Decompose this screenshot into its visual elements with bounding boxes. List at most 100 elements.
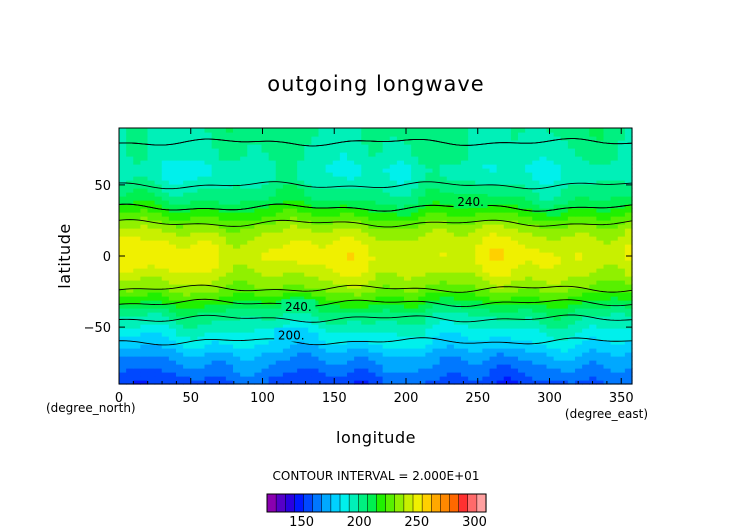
olr-cell	[204, 184, 213, 189]
olr-cell	[546, 376, 555, 381]
olr-cell	[368, 188, 377, 193]
olr-cell	[190, 296, 198, 301]
olr-cell	[389, 264, 398, 269]
olr-cell	[154, 376, 163, 381]
colorbar-swatch	[294, 493, 305, 513]
olr-cell	[240, 216, 248, 221]
olr-cell	[347, 160, 355, 165]
olr-cell	[304, 132, 312, 137]
olr-cell	[218, 140, 227, 145]
olr-cell	[425, 276, 434, 281]
olr-cell	[254, 196, 263, 201]
olr-cell	[575, 372, 583, 377]
olr-cell	[560, 208, 569, 213]
olr-cell	[503, 328, 512, 333]
olr-cell	[318, 216, 327, 221]
olr-cell	[197, 332, 206, 337]
olr-cell	[154, 268, 163, 273]
olr-cell	[546, 272, 555, 277]
olr-cell	[339, 236, 348, 241]
olr-cell	[147, 360, 156, 365]
olr-cell	[432, 260, 441, 265]
olr-cell	[161, 376, 170, 381]
olr-cell	[510, 360, 519, 365]
olr-cell	[332, 144, 341, 149]
olr-cell	[233, 292, 241, 297]
olr-cell	[475, 316, 483, 321]
olr-cell	[461, 300, 469, 305]
olr-cell	[176, 208, 184, 213]
olr-cell	[254, 232, 263, 237]
olr-cell	[560, 240, 569, 245]
olr-cell	[126, 344, 134, 349]
olr-cell	[610, 312, 619, 317]
olr-cell	[233, 140, 241, 145]
olr-cell	[318, 360, 327, 365]
olr-cell	[318, 308, 327, 313]
olr-cell	[525, 220, 533, 225]
olr-cell	[375, 296, 384, 301]
olr-cell	[439, 260, 448, 265]
olr-cell	[204, 240, 213, 245]
olr-cell	[575, 128, 583, 133]
olr-cell	[282, 344, 291, 349]
olr-cell	[225, 376, 234, 381]
olr-cell	[119, 364, 127, 369]
olr-cell	[432, 348, 441, 353]
olr-cell	[439, 152, 448, 157]
olr-cell	[375, 216, 384, 221]
olr-cell	[396, 180, 405, 185]
olr-cell	[347, 312, 355, 317]
olr-cell	[404, 344, 412, 349]
olr-cell	[589, 264, 597, 269]
olr-cell	[218, 340, 227, 345]
olr-cell	[468, 320, 476, 325]
olr-cell	[254, 364, 263, 369]
olr-cell	[525, 316, 533, 321]
olr-cell	[567, 144, 576, 149]
olr-cell	[425, 364, 434, 369]
olr-cell	[382, 140, 391, 145]
olr-cell	[225, 268, 234, 273]
olr-cell	[261, 156, 270, 161]
olr-cell	[318, 344, 327, 349]
olr-cell	[418, 368, 426, 373]
olr-cell	[396, 252, 405, 257]
olr-cell	[261, 128, 270, 133]
olr-cell	[311, 184, 320, 189]
olr-cell	[418, 184, 426, 189]
olr-cell	[311, 148, 320, 153]
olr-cell	[503, 268, 512, 273]
olr-cell	[354, 152, 362, 157]
olr-cell	[254, 156, 263, 161]
olr-cell	[610, 376, 619, 381]
olr-cell	[418, 240, 426, 245]
contour-label-bg	[281, 299, 316, 314]
olr-cell	[468, 156, 476, 161]
olr-cell	[176, 288, 184, 293]
olr-cell	[475, 300, 483, 305]
olr-cell	[211, 200, 220, 205]
olr-cell	[425, 332, 434, 337]
olr-cell	[624, 280, 633, 285]
olr-cell	[624, 168, 633, 173]
olr-cell	[290, 208, 298, 213]
olr-cell	[339, 292, 348, 297]
olr-cell	[461, 276, 469, 281]
olr-cell	[140, 304, 149, 309]
olr-cell	[482, 364, 491, 369]
olr-cell	[168, 212, 177, 217]
olr-cell	[275, 364, 284, 369]
olr-cell	[560, 184, 569, 189]
olr-cell	[475, 292, 483, 297]
olr-cell	[311, 208, 320, 213]
olr-cell	[461, 212, 469, 217]
olr-cell	[247, 308, 255, 313]
x-units-label: (degree_east)	[565, 407, 648, 421]
olr-cell	[468, 260, 476, 265]
olr-cell	[396, 368, 405, 373]
olr-cell	[553, 292, 562, 297]
olr-cell	[575, 252, 583, 257]
olr-cell	[439, 224, 448, 229]
olr-cell	[211, 292, 220, 297]
